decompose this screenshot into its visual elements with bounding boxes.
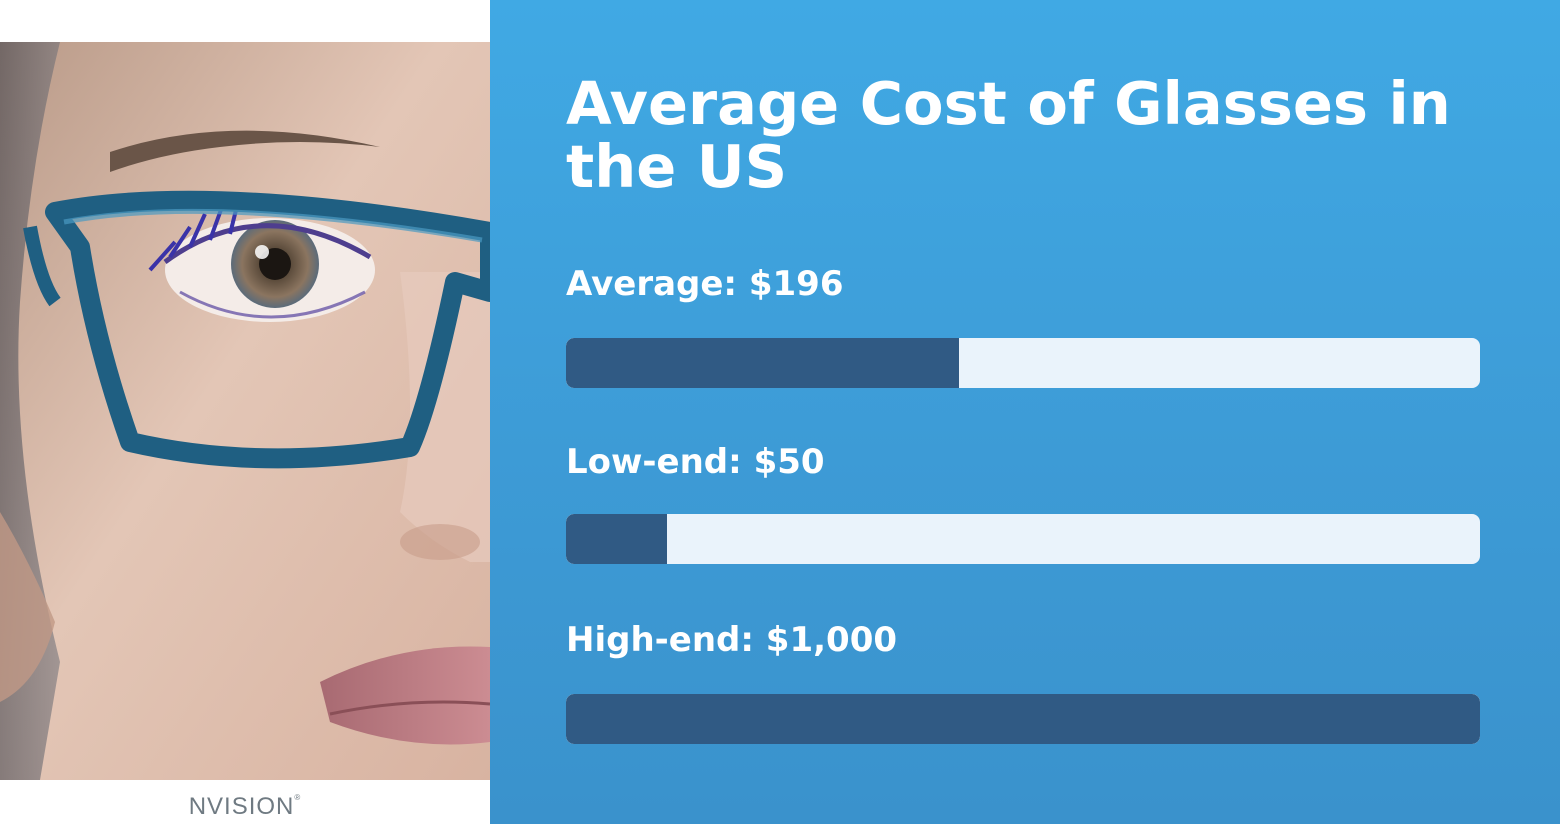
nvision-logo: NVISION® xyxy=(0,790,490,824)
bar-label-low-end: Low-end: $50 xyxy=(566,442,825,482)
bar-low-end xyxy=(566,514,667,564)
bar-track-high-end xyxy=(566,694,1480,744)
bar-track-low-end xyxy=(566,514,1480,564)
bar-high-end xyxy=(566,694,1480,744)
photo-panel: NVISION® xyxy=(0,0,490,824)
bar-label-average: Average: $196 xyxy=(566,264,844,304)
woman-with-glasses-photo xyxy=(0,42,490,780)
bar-label-high-end: High-end: $1,000 xyxy=(566,620,898,660)
bar-track-average xyxy=(566,338,1480,388)
logo-text: NVISION® xyxy=(188,793,302,820)
chart-panel: Average Cost of Glasses in the US Averag… xyxy=(490,0,1560,824)
chart-title: Average Cost of Glasses in the US xyxy=(566,69,1451,201)
bar-average xyxy=(566,338,960,388)
